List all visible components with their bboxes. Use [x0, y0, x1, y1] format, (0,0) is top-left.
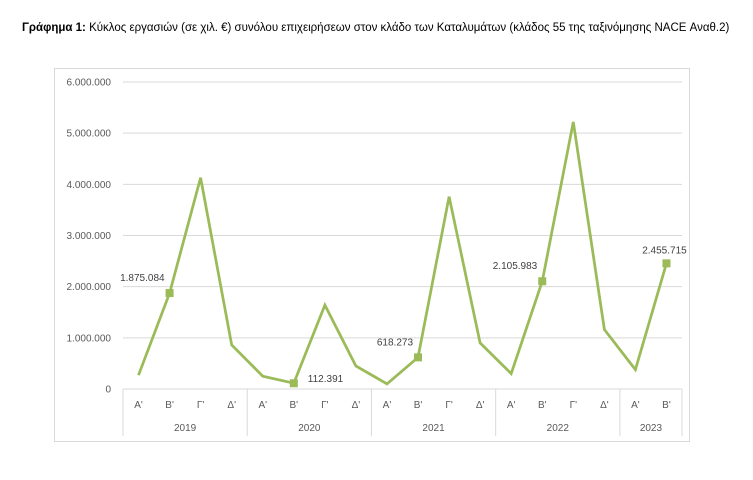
- y-tick-label: 2.000.000: [67, 282, 112, 293]
- x-tick-label: Α': [258, 400, 267, 411]
- chart-frame: [54, 68, 690, 442]
- data-label: 112.391: [308, 374, 344, 385]
- x-group-label: 2022: [547, 423, 570, 434]
- series-line: [137, 121, 668, 386]
- x-tick-label: Β': [538, 400, 547, 411]
- x-tick-label: Γ': [570, 400, 578, 411]
- x-group-label: 2021: [422, 423, 445, 434]
- x-group-label: 2020: [298, 423, 321, 434]
- x-tick-label: Β': [290, 400, 299, 411]
- x-tick-label: Γ': [197, 400, 205, 411]
- x-tick-label: Β': [414, 400, 423, 411]
- y-tick-label: 4.000.000: [67, 180, 112, 191]
- data-point-marker: [538, 277, 547, 286]
- x-tick-label: Γ': [445, 400, 453, 411]
- y-tick-label: 0: [105, 385, 111, 396]
- chart-caption: Γράφημα 1: Κύκλος εργασιών (σε χιλ. €) σ…: [22, 20, 737, 36]
- data-label: 2.455.715: [642, 245, 687, 256]
- y-tick-label: 5.000.000: [67, 129, 112, 140]
- x-tick-label: Γ': [321, 400, 329, 411]
- x-tick-label: Δ': [600, 400, 609, 411]
- x-tick-label: Β': [165, 400, 174, 411]
- data-label: 1.875.084: [120, 273, 165, 284]
- x-tick-label: Β': [662, 400, 671, 411]
- data-point-marker: [414, 353, 423, 362]
- y-tick-label: 3.000.000: [67, 231, 112, 242]
- caption-text: Κύκλος εργασιών (σε χιλ. €) συνόλου επιχ…: [85, 22, 730, 34]
- data-point-marker: [289, 379, 298, 388]
- x-tick-label: Α': [631, 400, 640, 411]
- data-point-marker: [662, 259, 671, 268]
- x-tick-label: Δ': [227, 400, 236, 411]
- x-tick-label: Α': [507, 400, 516, 411]
- x-tick-label: Δ': [476, 400, 485, 411]
- caption-label: Γράφημα 1:: [22, 22, 86, 34]
- x-group-label: 2019: [174, 423, 197, 434]
- x-tick-label: Α': [383, 400, 392, 411]
- data-label: 2.105.983: [493, 261, 538, 272]
- x-tick-label: Δ': [352, 400, 361, 411]
- data-label: 618.273: [377, 337, 414, 348]
- y-tick-label: 1.000.000: [67, 333, 112, 344]
- x-group-label: 2023: [640, 423, 663, 434]
- y-tick-label: 6.000.000: [67, 78, 112, 89]
- x-tick-label: Α': [134, 400, 143, 411]
- data-point-marker: [165, 289, 174, 298]
